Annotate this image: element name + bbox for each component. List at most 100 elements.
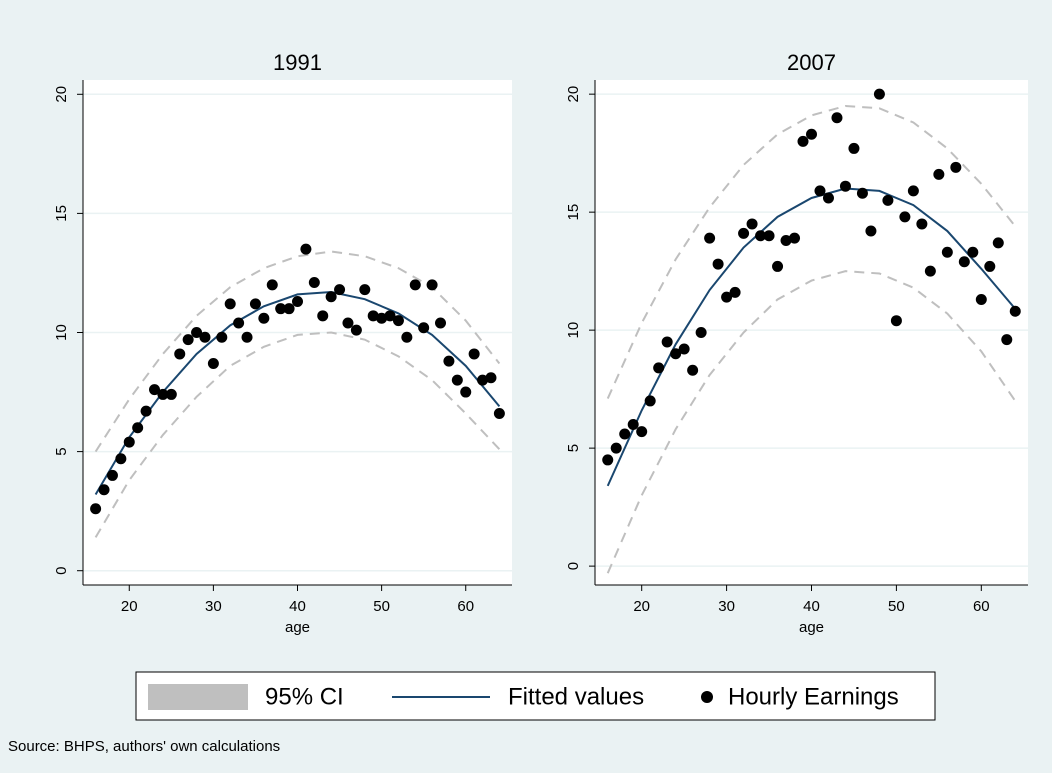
- point: [984, 260, 996, 272]
- point: [283, 303, 295, 315]
- point: [755, 230, 767, 242]
- point: [822, 192, 834, 204]
- point: [477, 374, 489, 386]
- x-tick-label: 40: [289, 598, 306, 615]
- x-tick-label: 50: [888, 598, 905, 615]
- point: [384, 310, 396, 322]
- y-tick-label: 20: [53, 86, 70, 103]
- legend-swatch: [148, 684, 248, 710]
- point: [275, 303, 287, 315]
- x-tick-label: 40: [803, 598, 820, 615]
- x-axis-label: age: [799, 619, 824, 636]
- point: [392, 315, 404, 327]
- point: [848, 142, 860, 154]
- x-tick-label: 60: [457, 598, 474, 615]
- point: [376, 312, 388, 324]
- point: [831, 112, 843, 124]
- point: [721, 291, 733, 303]
- point: [653, 362, 665, 374]
- point: [342, 317, 354, 329]
- point: [916, 218, 928, 230]
- point: [992, 237, 1004, 249]
- y-tick-label: 0: [565, 562, 582, 570]
- y-tick-label: 0: [53, 567, 70, 575]
- point: [865, 225, 877, 237]
- point: [426, 279, 438, 291]
- point: [941, 246, 953, 258]
- point: [435, 317, 446, 329]
- point: [98, 484, 110, 496]
- y-tick-label: 20: [565, 86, 582, 103]
- point: [460, 386, 472, 398]
- point: [704, 232, 716, 244]
- point: [451, 374, 463, 386]
- point: [958, 256, 970, 268]
- point: [292, 296, 303, 308]
- x-tick-label: 30: [205, 598, 222, 615]
- x-tick-label: 50: [373, 598, 390, 615]
- point: [359, 284, 371, 296]
- point: [712, 258, 724, 270]
- point: [485, 372, 497, 384]
- point: [224, 298, 236, 310]
- source-note: Source: BHPS, authors' own calculations: [8, 738, 280, 755]
- point: [780, 234, 792, 246]
- y-tick-label: 5: [53, 447, 70, 455]
- point: [149, 384, 160, 396]
- point: [165, 388, 177, 400]
- ci-bound: [606, 270, 1017, 574]
- ci-bound: [606, 104, 1017, 399]
- panel-title: 2007: [787, 50, 836, 75]
- legend-label: Hourly Earnings: [728, 683, 899, 710]
- point: [873, 88, 885, 100]
- point: [839, 180, 851, 192]
- point: [401, 331, 413, 343]
- point: [670, 348, 682, 360]
- point: [687, 364, 699, 376]
- point: [233, 317, 245, 329]
- point: [468, 348, 480, 360]
- point: [661, 336, 673, 348]
- point: [695, 327, 707, 338]
- point: [106, 469, 118, 481]
- y-tick-label: 10: [565, 322, 582, 339]
- point: [746, 218, 758, 230]
- point: [367, 310, 379, 322]
- point: [610, 442, 622, 454]
- x-tick-label: 20: [121, 598, 138, 615]
- point: [241, 331, 253, 343]
- legend-label: 95% CI: [265, 683, 344, 710]
- point: [975, 293, 987, 305]
- point: [182, 334, 194, 346]
- point: [191, 327, 203, 338]
- y-tick-label: 15: [565, 204, 582, 221]
- x-tick-label: 20: [633, 598, 650, 615]
- point: [300, 243, 312, 255]
- plot-area: [595, 80, 1028, 585]
- y-tick-label: 15: [53, 205, 70, 222]
- point: [967, 246, 979, 258]
- point: [308, 276, 320, 288]
- point: [443, 355, 455, 367]
- point: [317, 310, 329, 322]
- point: [882, 194, 894, 206]
- point: [856, 187, 868, 199]
- point: [493, 407, 505, 419]
- point: [729, 286, 741, 298]
- point: [157, 388, 169, 400]
- point: [1001, 334, 1013, 346]
- point: [806, 128, 817, 140]
- point: [636, 426, 648, 438]
- point: [789, 232, 801, 244]
- point: [249, 298, 261, 310]
- x-tick-label: 30: [718, 598, 735, 615]
- ci-bound: [94, 331, 501, 538]
- fitted-line: [606, 187, 1017, 487]
- point: [814, 185, 826, 197]
- y-tick-label: 10: [53, 324, 70, 341]
- point: [950, 161, 962, 173]
- point: [90, 503, 102, 515]
- point: [334, 284, 346, 296]
- legend-swatch: [701, 691, 713, 703]
